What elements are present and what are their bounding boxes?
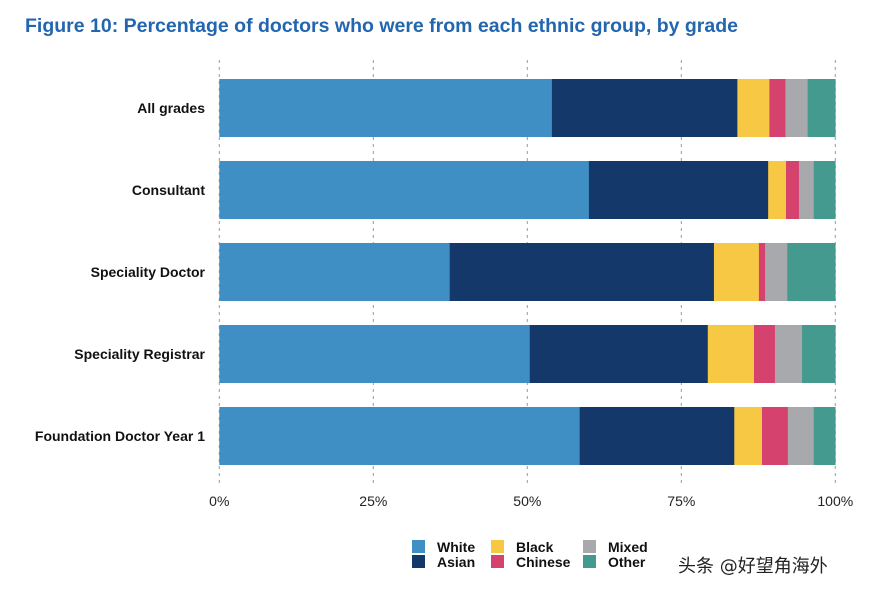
bar-segment-black xyxy=(734,407,763,465)
bar-segment-black xyxy=(713,243,760,301)
bar-segment-white xyxy=(219,79,553,137)
legend-label-chinese: Chinese xyxy=(516,554,571,570)
bar-segment-asian xyxy=(551,79,738,137)
bar-segment-black xyxy=(707,325,755,383)
bar-segment-mixed xyxy=(787,407,815,465)
bar-segment-asian xyxy=(579,407,735,465)
legend-swatch-mixed xyxy=(583,540,596,553)
x-tick-label: 0% xyxy=(209,493,229,509)
legend-label-mixed: Mixed xyxy=(608,539,648,555)
x-tick-label: 50% xyxy=(513,493,541,509)
x-tick-label: 100% xyxy=(817,493,853,509)
legend-label-asian: Asian xyxy=(437,554,475,570)
legend-swatch-asian xyxy=(412,555,425,568)
bar-segment-chinese xyxy=(761,407,789,465)
legend-label-white: White xyxy=(437,539,475,555)
bar-segment-white xyxy=(219,407,580,465)
category-label: Speciality Doctor xyxy=(91,264,206,280)
bar-segment-chinese xyxy=(786,161,800,219)
legend-swatch-white xyxy=(412,540,425,553)
legend-swatch-other xyxy=(583,555,596,568)
bar-segment-black xyxy=(737,79,770,137)
x-tick-label: 25% xyxy=(359,493,387,509)
bar-segment-mixed xyxy=(798,161,815,219)
category-label: Speciality Registrar xyxy=(74,346,205,362)
bar-segment-other xyxy=(813,161,836,219)
legend-swatch-chinese xyxy=(491,555,504,568)
bar-segment-other xyxy=(802,325,836,383)
legend-label-black: Black xyxy=(516,539,554,555)
legend-swatch-black xyxy=(491,540,504,553)
x-tick-label: 75% xyxy=(667,493,695,509)
bar-segment-other xyxy=(813,407,836,465)
bar-segment-chinese xyxy=(769,79,786,137)
bar-segment-mixed xyxy=(765,243,788,301)
bar-segment-white xyxy=(219,161,590,219)
category-label: Foundation Doctor Year 1 xyxy=(35,428,205,444)
bar-segment-mixed xyxy=(774,325,803,383)
bar-segment-other xyxy=(787,243,836,301)
bar-segment-chinese xyxy=(758,243,766,301)
bar-segment-white xyxy=(219,243,450,301)
category-label: Consultant xyxy=(132,182,205,198)
bar-segment-mixed xyxy=(785,79,808,137)
chart-title: Figure 10: Percentage of doctors who wer… xyxy=(25,15,738,37)
legend-label-other: Other xyxy=(608,554,646,570)
bar-segment-other xyxy=(807,79,836,137)
watermark: 头条 @好望角海外 xyxy=(678,556,828,577)
bar-segment-chinese xyxy=(753,325,776,383)
bar-segment-asian xyxy=(449,243,715,301)
category-label: All grades xyxy=(137,100,205,116)
bar-segment-asian xyxy=(588,161,769,219)
bar-segment-asian xyxy=(529,325,709,383)
bar-segment-white xyxy=(219,325,531,383)
bar-segment-black xyxy=(768,161,787,219)
